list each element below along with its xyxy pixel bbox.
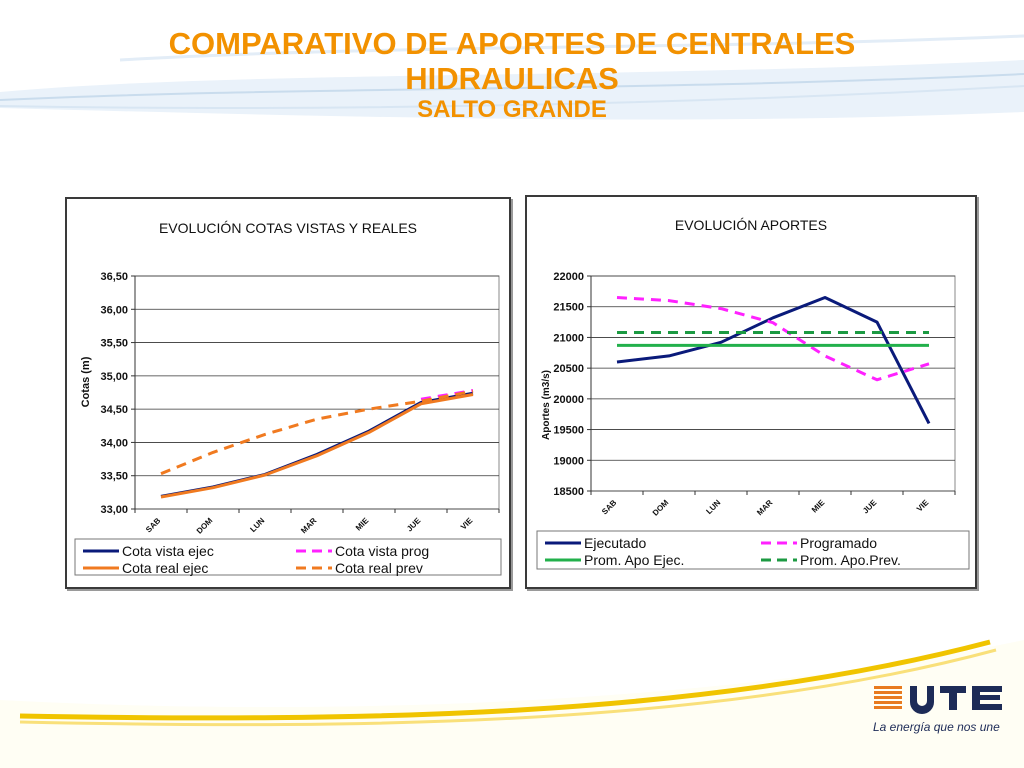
x-tick-label: JUE — [405, 516, 423, 534]
y-tick-label: 34,50 — [100, 404, 128, 416]
y-tick-label: 19000 — [553, 455, 584, 467]
legend-label: Cota vista prog — [335, 543, 429, 559]
x-tick-label: SAB — [600, 498, 618, 516]
legend-label: Programado — [800, 535, 877, 551]
y-tick-label: 34,00 — [100, 437, 128, 449]
logo-tagline: La energía que nos une — [873, 720, 1000, 734]
series-line — [616, 296, 931, 425]
x-tick-label: VIE — [459, 516, 475, 532]
series-line — [160, 389, 474, 476]
plot-area — [134, 275, 500, 510]
plot-area — [590, 275, 956, 492]
y-tick-label: 21000 — [553, 332, 584, 344]
legend-label: Prom. Apo.Prev. — [800, 552, 901, 568]
legend-box — [74, 538, 502, 576]
x-tick-label: MAR — [755, 498, 774, 517]
legend-label: Cota real ejec — [122, 560, 208, 576]
y-tick-label: 36,50 — [100, 271, 128, 283]
title-line-2: HIDRAULICAS — [405, 61, 619, 97]
y-tick-label: 33,50 — [100, 471, 128, 483]
y-tick-label: 35,00 — [100, 371, 128, 383]
x-tick-label: MIE — [354, 516, 371, 533]
y-tick-label: 20500 — [553, 363, 584, 375]
legend-label: Ejecutado — [584, 535, 646, 551]
y-tick-label: 22000 — [553, 271, 584, 283]
y-tick-label: 18500 — [553, 486, 584, 498]
bottom-swoosh-decoration — [0, 639, 1024, 768]
y-tick-label: 21500 — [553, 302, 584, 314]
series-line — [616, 296, 930, 382]
x-tick-label: LUN — [704, 498, 722, 516]
chart-panel-aportes: EVOLUCIÓN APORTES 18500 19000 19500 20000 205… — [525, 195, 977, 589]
y-tick-label: 36,00 — [100, 304, 128, 316]
x-tick-label: DOM — [195, 516, 215, 536]
y-tick-label: 20000 — [553, 394, 584, 406]
top-swoosh-decoration — [0, 34, 1024, 120]
legend-box — [536, 530, 970, 570]
series-line — [160, 393, 474, 499]
x-tick-label: MIE — [810, 498, 827, 515]
x-tick-label: JUE — [861, 498, 879, 516]
x-tick-label: LUN — [248, 516, 266, 534]
legend-label: Cota real prev — [335, 560, 423, 576]
y-tick-label: 35,50 — [100, 338, 128, 350]
title-subtitle: SALTO GRANDE — [417, 96, 607, 124]
chart-title: EVOLUCIÓN COTAS VISTAS Y REALES — [159, 220, 417, 236]
chart-aportes: EVOLUCIÓN APORTES 18500 19000 19500 20000 205… — [536, 217, 970, 570]
page-title: COMPARATIVO DE APORTES DE CENTRALES HIDR… — [0, 26, 1024, 123]
x-tick-label: MAR — [299, 516, 318, 535]
y-tick-label: 19500 — [553, 425, 584, 437]
x-tick-label: SAB — [144, 516, 162, 534]
x-tick-label: VIE — [915, 498, 931, 514]
y-tick-label: 33,00 — [100, 504, 128, 516]
ute-logo-icon — [874, 686, 1002, 714]
title-line-1: COMPARATIVO DE APORTES DE CENTRALES — [168, 26, 856, 61]
y-axis-label: Aportes (m3/s) — [541, 370, 552, 440]
chart-panel-cotas: EVOLUCIÓN COTAS VISTAS Y REALES 33,00 33,5… — [65, 197, 511, 589]
legend-label: Cota vista ejec — [122, 543, 214, 559]
chart-cotas: EVOLUCIÓN COTAS VISTAS Y REALES 33,00 33,5… — [74, 220, 502, 576]
x-tick-label: DOM — [651, 498, 671, 518]
y-axis-label: Cotas (m) — [80, 356, 92, 407]
chart-title: EVOLUCIÓN APORTES — [675, 217, 827, 233]
legend-label: Prom. Apo Ejec. — [584, 552, 684, 568]
